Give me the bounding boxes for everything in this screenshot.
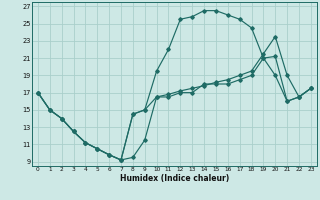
X-axis label: Humidex (Indice chaleur): Humidex (Indice chaleur) xyxy=(120,174,229,183)
